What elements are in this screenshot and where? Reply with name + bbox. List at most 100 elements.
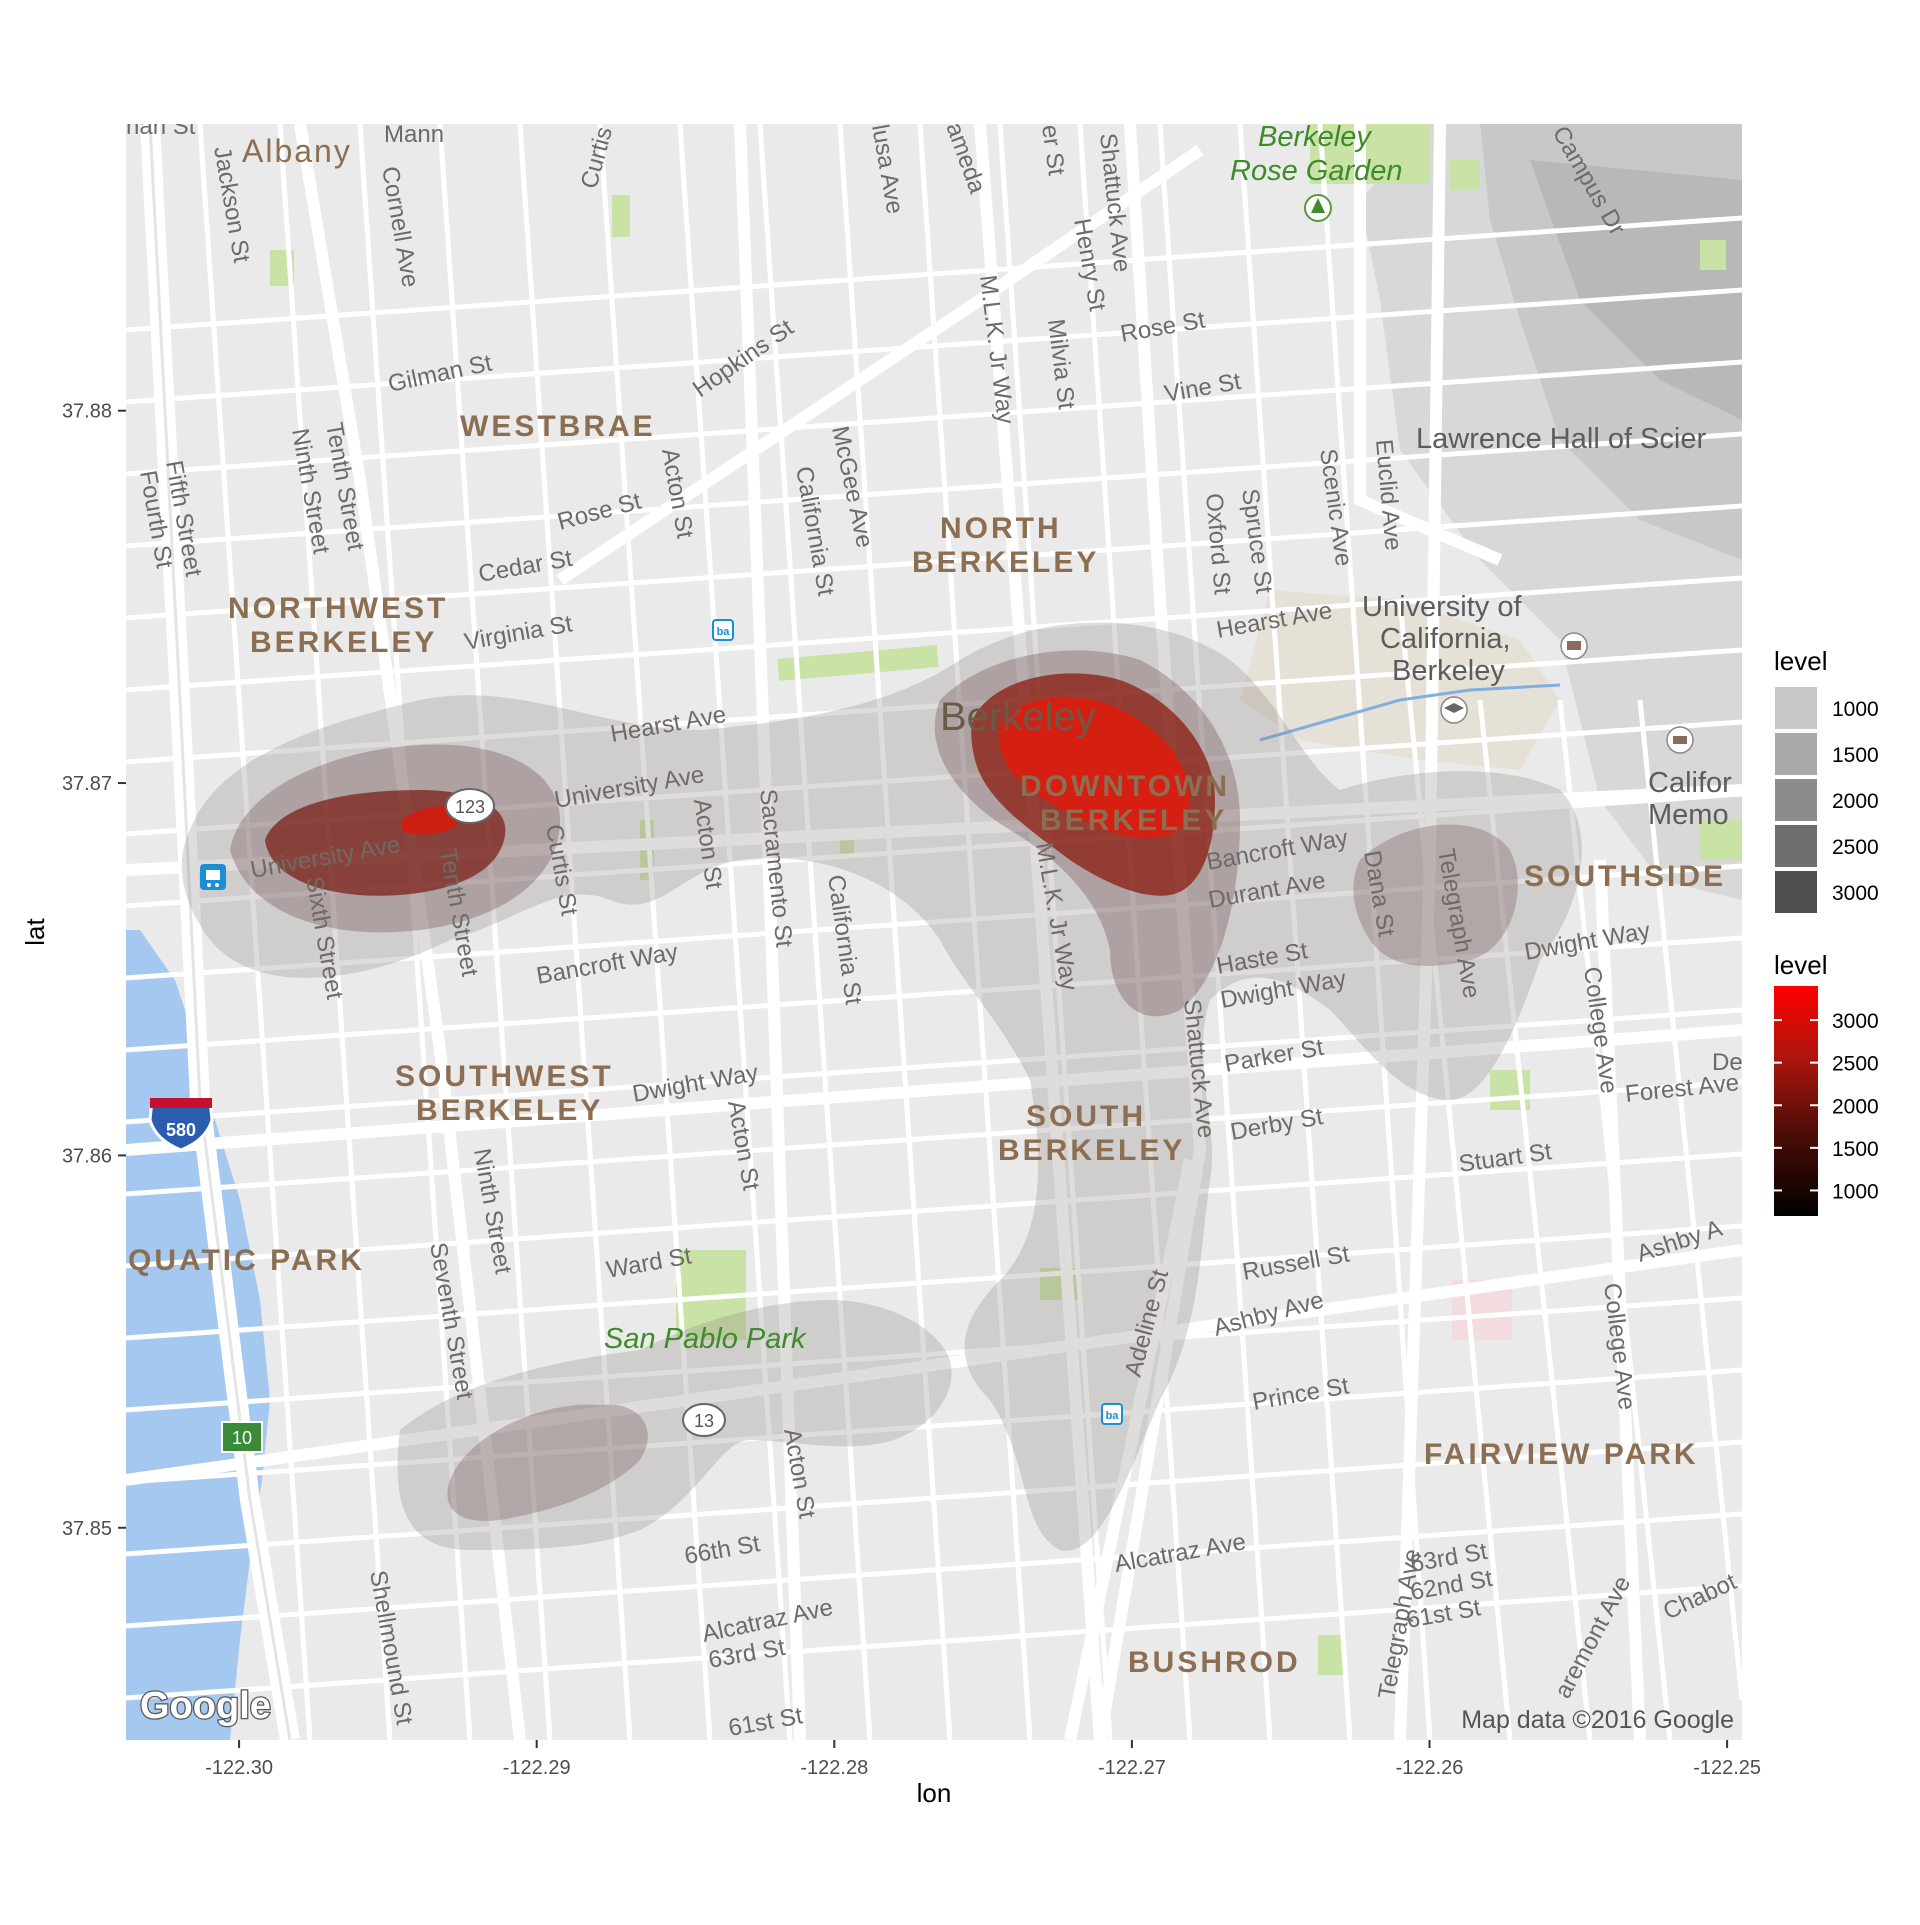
poi-icons: ba ba [200,194,1694,1425]
legend-fill-label: 2000 [1832,1095,1879,1118]
label-northwest-berkeley-1: NORTHWEST [228,592,448,625]
x-tick-label: -122.28 [800,1757,868,1779]
x-tick-label: -122.30 [205,1757,273,1779]
legend-alpha-key [1773,731,1819,777]
label-san-pablo-park: San Pablo Park [604,1323,807,1355]
rose-garden-tree-icon [1304,194,1332,222]
museum-icon [1560,632,1588,660]
shield-10: 10 [221,1421,263,1453]
shield-580: 580 [148,1098,214,1152]
legend-alpha-label: 2000 [1832,790,1879,813]
legend-alpha-label: 3000 [1832,882,1879,905]
label-berkeley: Berkeley [940,695,1096,739]
legend-fill-label: 3000 [1832,1010,1879,1033]
label-bushrod: BUSHROD [1128,1646,1301,1679]
label-south-berkeley-1: SOUTH [1026,1100,1146,1133]
label-aquatic-park: QUATIC PARK [128,1244,365,1277]
svg-text:580: 580 [166,1120,196,1140]
legend-fill-colorbar [1774,986,1818,1216]
google-logo: Google [140,1685,271,1727]
y-tick-label: 37.88 [62,401,112,423]
label-southwest-berkeley-2: BERKELEY [416,1094,603,1127]
y-tick-label: 37.86 [62,1145,112,1167]
label-lawrence-hall: Lawrence Hall of Scier [1416,423,1706,455]
svg-text:13: 13 [694,1411,714,1431]
dwight-way-road [126,1024,1742,1156]
x-tick-label: -122.29 [503,1757,571,1779]
legend-fill: level 3000 2500 2000 1500 1000 [1774,950,1879,1216]
label-south-berkeley-2: BERKELEY [998,1134,1185,1167]
x-axis: -122.30 -122.29 -122.28 -122.27 -122.26 -122.… [205,1740,1761,1779]
major-roads [126,124,1742,1740]
label-fairview-park: FAIRVIEW PARK [1424,1438,1699,1471]
legend-alpha-label: 2500 [1832,836,1879,859]
bart-station-icon-south: ba [1101,1403,1123,1425]
label-de: De [1712,1049,1743,1076]
hills-relief [1360,124,1742,900]
campus-area [1240,590,1560,770]
ashby-ave-road [126,1244,1742,1486]
label-rose-garden-1: Berkeley [1258,121,1372,153]
contour-level-1500-southside [1353,824,1518,966]
legend-alpha-keys: 1000 1500 2000 2500 3000 [1773,685,1879,915]
label-uc-1: University of [1362,591,1522,623]
label-southside: SOUTHSIDE [1524,860,1726,893]
label-uc-2: California, [1380,623,1511,655]
map-attribution: Map data ©2016 Google [1461,1706,1734,1734]
label-downtown-1: DOWNTOWN [1020,770,1230,803]
y-tick-label: 37.87 [62,773,112,795]
legend-alpha-title: level [1774,646,1827,676]
y-axis: 37.85 37.86 37.87 37.88 [62,401,126,1540]
legend-alpha-label: 1500 [1832,744,1879,767]
college-ave-road [1594,859,1646,1740]
legend-alpha-key [1773,777,1819,823]
stadium-icon [1666,726,1694,754]
hopkins-st-road [556,145,1204,585]
legend-fill-ticks: 3000 2500 2000 1500 1000 [1774,1010,1879,1203]
label-calif-memo-1: Califor [1648,767,1732,799]
university-cap-icon [1440,696,1468,724]
label-han-st: han St [126,113,196,140]
legend-fill-label: 1000 [1832,1180,1879,1203]
telegraph-ave-road [1394,124,1446,1740]
legend-fill-label: 1500 [1832,1138,1879,1161]
legend-fill-title: level [1774,950,1827,980]
label-downtown-2: BERKELEY [1040,804,1227,837]
svg-text:123: 123 [455,797,485,817]
label-westbrae: WESTBRAE [460,410,656,443]
svg-text:10: 10 [232,1428,252,1448]
strawberry-creek [1259,683,1561,742]
legend-alpha-key [1773,823,1819,869]
contour-level-3000-downtown [998,696,1190,839]
label-north-berkeley-2: BERKELEY [912,546,1099,579]
contour-level-3000-west [402,806,461,835]
label-northwest-berkeley-2: BERKELEY [250,626,437,659]
shield-123: 123 [445,788,495,824]
adeline-st-road [1064,1158,1196,1740]
train-station-icon [200,864,226,890]
highway-shields: 580 123 13 10 [148,788,726,1453]
legend-alpha-key [1773,685,1819,731]
label-rose-garden-2: Rose Garden [1230,155,1403,187]
sacramento-st-road [734,124,806,1740]
legend-alpha: level 1000 1500 2000 2500 3000 [1773,646,1879,915]
contour-level-1000-south [397,1300,952,1550]
san-pablo-ave-road [294,124,526,1740]
contour-level-1500-south [447,1404,648,1521]
label-calif-memo-2: Memo [1648,799,1729,831]
legend-alpha-label: 1000 [1832,698,1879,721]
x-tick-label: -122.26 [1396,1757,1464,1779]
shield-13: 13 [682,1403,726,1437]
x-axis-title: lon [917,1778,952,1808]
euclid-road [1354,124,1503,566]
label-southwest-berkeley-1: SOUTHWEST [395,1060,614,1093]
y-tick-label: 37.85 [62,1518,112,1540]
label-north-berkeley-1: NORTH [940,512,1062,545]
bart-station-icon-north: ba [712,619,734,641]
label-uc-3: Berkeley [1392,655,1505,687]
legend-alpha-key [1773,869,1819,915]
map-panel: Albany WESTBRAE NORTH BERKELEY NORTHWEST… [126,113,1743,1740]
label-albany: Albany [242,133,352,169]
contour-level-1000 [181,622,1582,1551]
